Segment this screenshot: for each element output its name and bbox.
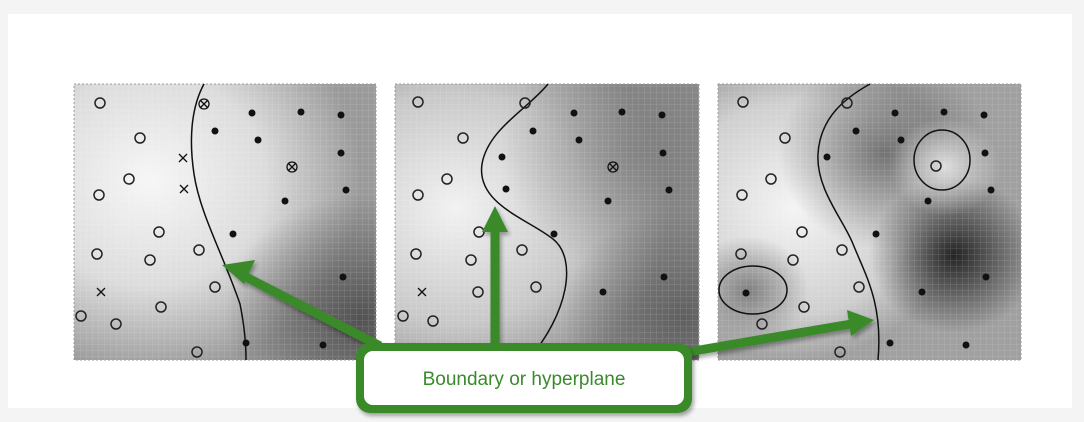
open-circle-points (735, 96, 942, 358)
diagram-figure: Boundary or hyperplane (8, 14, 1072, 413)
arrow-right-shaft (687, 319, 852, 357)
panel-left (73, 83, 377, 361)
support-vector-markers (417, 161, 619, 297)
arrow-left-head (222, 260, 255, 284)
callout-arrows (222, 206, 874, 357)
panel-right (717, 83, 1022, 361)
filled-dot-points (742, 108, 995, 349)
arrow-left-shaft (241, 271, 383, 351)
filled-dot-points (498, 108, 673, 296)
boundary-curve-middle (480, 83, 568, 361)
filled-dot-points (211, 108, 350, 349)
support-vector-markers (96, 98, 298, 297)
boundary-curve-right (817, 83, 880, 361)
diagram-canvas: Boundary or hyperplane (73, 83, 1022, 413)
callout-label: Boundary or hyperplane (423, 369, 626, 390)
open-circle-points (397, 96, 542, 327)
arrow-right-head (847, 310, 874, 336)
arrow-middle-head (482, 206, 508, 232)
boundary-island-bottom (718, 265, 788, 315)
open-circle-points (75, 97, 221, 358)
panel-middle (394, 83, 700, 361)
callout-box (356, 343, 692, 413)
boundary-island-top (913, 129, 971, 191)
boundary-curve-left (190, 83, 247, 361)
